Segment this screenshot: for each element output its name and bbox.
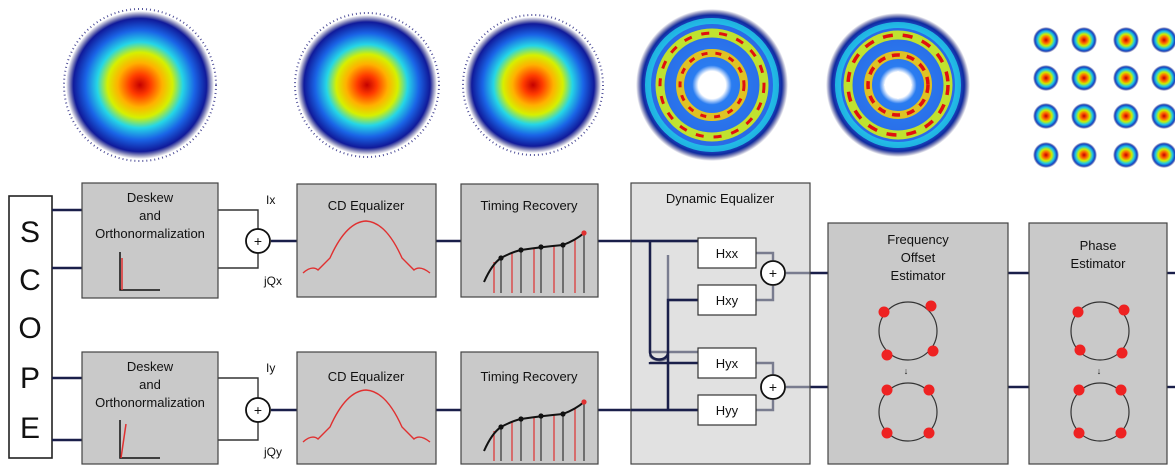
scope-letter-c: C [19,264,41,297]
filter-hxy-label: Hxy [716,293,739,308]
orthonormal-axes-icon [119,252,160,291]
orthonormal-vector-icon [120,423,127,459]
constellation-after-cd [462,14,604,156]
port-ix-label: Ix [266,193,275,207]
filter-hxy: Hxy [697,284,757,316]
down-arrow-icon: ↓ [1097,366,1102,376]
adder-x-symbol: + [254,233,262,249]
filter-hxx: Hxx [697,237,757,269]
scope-block: S C O P E [8,195,53,459]
filter-hyx: Hyx [697,347,757,379]
filter-hyy-label: Hyy [716,403,739,418]
deskew-bottom-line3: Orthonormalization [95,395,205,410]
constellation-raw [63,8,217,162]
adder-dynamic-x: + [760,260,786,286]
dynamic-equalizer-label: Dynamic Equalizer [666,191,775,206]
constellation-after-phase-recovery [1033,27,1175,168]
deskew-block-top: Deskew and Orthonormalization [81,182,219,299]
constellation-after-timing [636,9,788,161]
down-arrow-icon: ↓ [904,366,909,376]
dynamic-equalizer-wires [631,239,698,412]
deskew-top-line1: Deskew [127,190,174,205]
frequency-label-line2: Offset [901,250,936,265]
timing-recovery-top: Timing Recovery [460,183,599,298]
deskew-top-line2: and [139,208,161,223]
cd-equalizer-bottom-label: CD Equalizer [328,369,405,384]
scope-letter-s: S [20,216,40,249]
scope-letter-e: E [20,412,40,445]
cd-response-curve-bottom [302,389,431,443]
adder-dynamic-y: + [760,374,786,400]
port-jqx-label: jQx [263,274,282,288]
adder-y-symbol: + [254,402,262,418]
deskew-block-bottom: Deskew and Orthonormalization [81,351,219,465]
deskew-bottom-line2: and [139,377,161,392]
filter-hyy: Hyy [697,394,757,426]
timing-recovery-bottom: Timing Recovery [460,351,599,465]
adder-dynamic-y-symbol: + [769,379,777,395]
frequency-label-line3: Estimator [891,268,947,283]
scope-letter-p: P [20,362,40,395]
frequency-offset-estimator: Frequency Offset Estimator ↓ [827,222,1009,465]
phase-estimator: Phase Estimator ↓ [1028,222,1168,465]
phase-ring-after [1070,382,1130,442]
port-jqy-label: jQy [263,445,282,459]
phase-ring-before [1070,301,1130,361]
constellation-after-deskew [294,12,440,158]
cd-equalizer-top: CD Equalizer [296,183,437,298]
cd-equalizer-top-label: CD Equalizer [328,198,405,213]
deskew-bottom-line1: Deskew [127,359,174,374]
cd-equalizer-bottom: CD Equalizer [296,351,437,465]
scope-letter-o: O [18,312,41,345]
frequency-label-line1: Frequency [887,232,949,247]
port-iy-label: Iy [266,361,275,375]
phase-label-line2: Estimator [1071,256,1127,271]
cd-response-curve-top [302,220,431,274]
orthonormal-axes-icon [119,420,160,459]
adder-y: + [245,397,271,423]
deskew-top-line3: Orthonormalization [95,226,205,241]
constellation-ring-after [878,382,938,442]
adder-dynamic-x-symbol: + [769,265,777,281]
phase-label-line1: Phase [1080,238,1117,253]
constellation-ring-before [878,301,938,361]
timing-recovery-top-label: Timing Recovery [480,198,578,213]
timing-recovery-bottom-label: Timing Recovery [480,369,578,384]
constellation-after-dynamic-eq [826,13,970,157]
filter-hyx-label: Hyx [716,356,739,371]
filter-hxx-label: Hxx [716,246,739,261]
adder-x: + [245,228,271,254]
